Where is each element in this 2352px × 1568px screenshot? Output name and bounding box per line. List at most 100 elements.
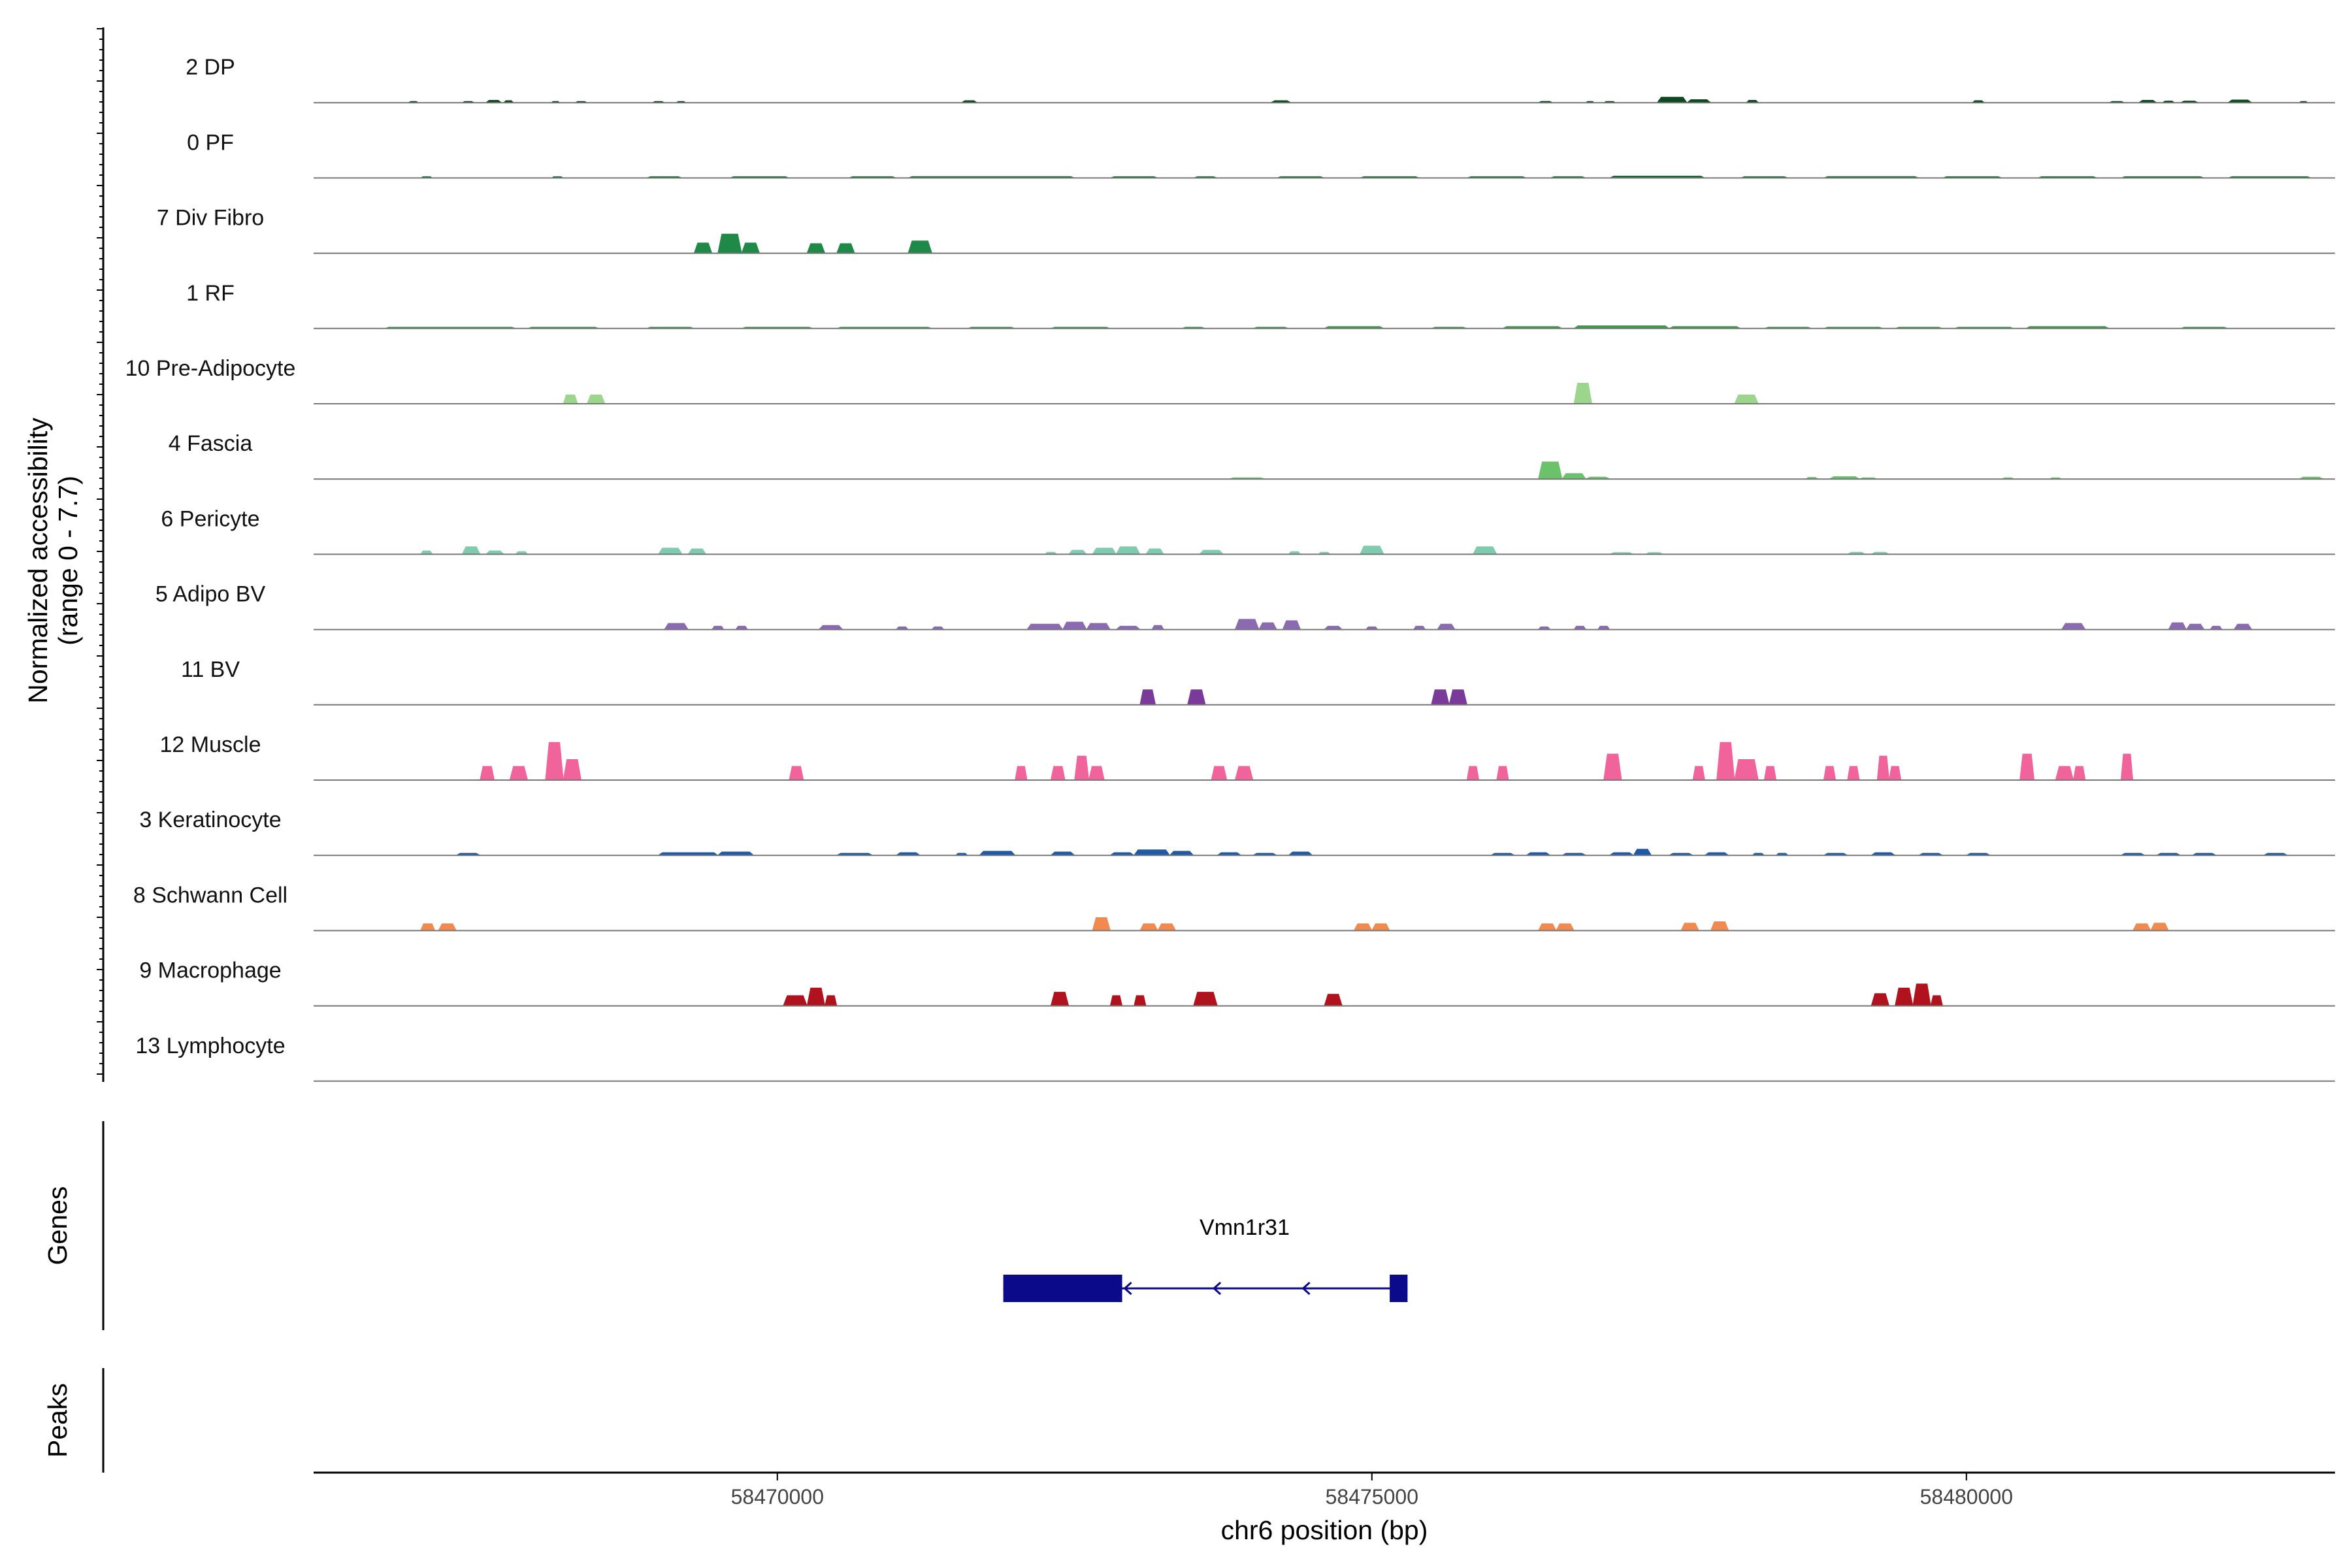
track-label: 4 Fascia (169, 431, 253, 456)
accessibility-peak (1466, 766, 1480, 781)
accessibility-peak (420, 923, 436, 931)
accessibility-peak (1496, 766, 1509, 781)
accessibility-peak (1888, 766, 1902, 781)
accessibility-peak (1472, 546, 1497, 555)
accessibility-peak (480, 766, 495, 781)
accessibility-peak (1109, 995, 1123, 1007)
gene-label: Vmn1r31 (1200, 1215, 1290, 1240)
accessibility-peak (1436, 623, 1456, 630)
accessibility-peak (2120, 753, 2134, 781)
accessibility-peak (1074, 755, 1090, 781)
y-axis-label-line2: (range 0 - 7.7) (53, 476, 83, 645)
x-axis-tick-label: 58470000 (731, 1485, 824, 1509)
accessibility-peak (1763, 766, 1777, 781)
accessibility-peak (1026, 623, 1064, 630)
accessibility-peak (717, 233, 742, 254)
y-axis: Normalized accessibility (range 0 - 7.7) (23, 27, 105, 1082)
track-label: 0 PF (187, 130, 234, 155)
accessibility-peak (2019, 753, 2035, 781)
track: 10 Pre-Adipocyte (125, 356, 2335, 404)
accessibility-peak (1134, 995, 1147, 1007)
track: 4 Fascia (169, 431, 2335, 480)
track: 0 PF (187, 130, 2335, 179)
accessibility-peak (783, 995, 808, 1007)
genes-panel: Genes Vmn1r31 (42, 1121, 1408, 1330)
gene-model: Vmn1r31 (1003, 1215, 1408, 1302)
tracks-panel: 2 DP 0 PF 7 Div Fibro 1 RF 10 Pre-Adipocyte 4… (125, 55, 2335, 1082)
accessibility-peak (1734, 759, 1759, 781)
peaks-panel-label: Peaks (42, 1383, 73, 1458)
accessibility-peak (789, 766, 804, 781)
gene-strand-arrow (1301, 1281, 1311, 1296)
accessibility-peak (1092, 547, 1117, 555)
track-label: 2 DP (186, 55, 235, 80)
track: 8 Schwann Cell (133, 883, 2335, 932)
y-axis-label-line1: Normalized accessibility (23, 417, 53, 704)
track: 12 Muscle (160, 732, 2335, 781)
accessibility-peak (1086, 623, 1111, 630)
accessibility-peak (1537, 461, 1563, 480)
track: 11 BV (181, 657, 2335, 706)
track-label: 6 Pericyte (161, 506, 259, 531)
accessibility-peak (657, 547, 683, 555)
track: 1 RF (186, 281, 2335, 329)
accessibility-peak (1115, 546, 1141, 555)
x-axis-ticks: 58470000 58475000 58480000 (731, 1473, 2013, 1509)
gene-strand-arrow (1123, 1281, 1132, 1296)
accessibility-peak (1193, 992, 1218, 1007)
track: 6 Pericyte (161, 506, 2335, 555)
gene-exon (1003, 1275, 1122, 1302)
accessibility-peak (1133, 849, 1171, 856)
accessibility-peak (2185, 623, 2205, 630)
accessibility-peak (687, 548, 707, 555)
track: 9 Macrophage (139, 958, 2335, 1007)
x-axis-label: chr6 position (bp) (1221, 1515, 1428, 1545)
x-axis: 58470000 58475000 58480000 chr6 position (… (314, 1471, 2335, 1545)
gene-strand-arrow (1212, 1281, 1222, 1296)
track: 3 Keratinocyte (139, 808, 2335, 857)
accessibility-peak (1876, 755, 1890, 781)
x-axis-tick-label: 58480000 (1920, 1485, 2013, 1509)
accessibility-peak (563, 394, 578, 404)
accessibility-peak (1734, 394, 1759, 404)
accessibility-peak (824, 995, 838, 1007)
accessibility-peak (1847, 766, 1860, 781)
genes-panel-label: Genes (42, 1186, 73, 1266)
accessibility-peak (2073, 766, 2086, 781)
track: 7 Div Fibro (157, 206, 2335, 254)
accessibility-peak (1062, 621, 1087, 630)
accessibility-peak (1561, 473, 1587, 480)
accessibility-peak (1015, 766, 1028, 781)
accessibility-peak (1359, 546, 1384, 555)
accessibility-peak (907, 240, 933, 254)
track-label: 9 Macrophage (139, 958, 281, 983)
accessibility-peak (2061, 623, 2086, 630)
accessibility-peak (1656, 97, 1688, 103)
track-label: 5 Adipo BV (155, 582, 266, 607)
track-label: 13 Lymphocyte (135, 1034, 285, 1058)
track-label: 12 Muscle (160, 732, 261, 757)
track-label: 7 Div Fibro (157, 206, 264, 231)
track-label: 11 BV (181, 657, 240, 682)
accessibility-peak (2233, 623, 2253, 630)
gene-models: Vmn1r31 (1003, 1215, 1408, 1302)
track-label: 8 Schwann Cell (133, 883, 287, 907)
track-label: 3 Keratinocyte (139, 808, 281, 832)
track-label: 10 Pre-Adipocyte (125, 356, 296, 381)
accessibility-peak (1692, 766, 1705, 781)
accessibility-peak (1050, 766, 1066, 781)
accessibility-peak (663, 623, 689, 630)
track-label: 1 RF (186, 281, 235, 306)
track: 5 Adipo BV (155, 582, 2335, 630)
accessibility-peak (1234, 619, 1260, 630)
accessibility-peak (1145, 548, 1165, 555)
x-axis-tick-label: 58475000 (1326, 1485, 1418, 1509)
accessibility-peak (1930, 995, 1944, 1007)
track: 13 Lymphocyte (135, 1034, 2335, 1082)
peaks-panel: Peaks (42, 1368, 105, 1473)
track: 2 DP (186, 55, 2335, 104)
y-axis-ticks (97, 28, 103, 1075)
gene-exon (1390, 1275, 1408, 1302)
